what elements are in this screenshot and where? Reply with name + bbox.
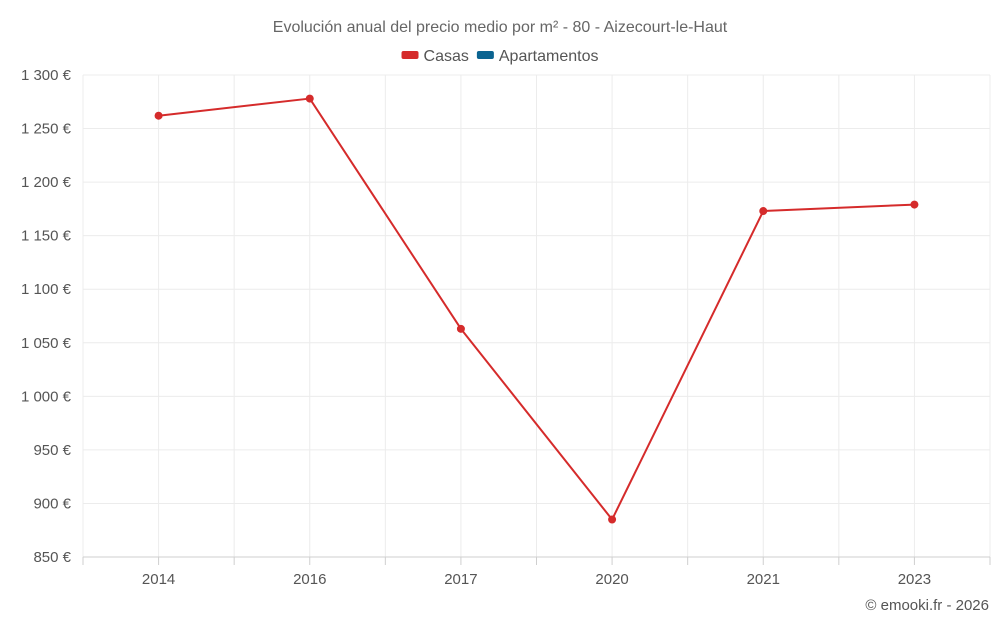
y-tick-label: 1 150 € <box>21 228 72 245</box>
legend-swatch <box>476 51 494 59</box>
data-point[interactable] <box>759 207 768 216</box>
series-line-casas <box>158 97 915 521</box>
legend-item-apartamentos[interactable]: Apartamentos <box>476 48 599 65</box>
credit-text: © emooki.fr - 2026 <box>865 597 989 614</box>
data-point[interactable] <box>456 324 465 333</box>
grid <box>82 74 991 557</box>
y-tick-label: 1 200 € <box>21 174 72 191</box>
legend-label: Apartamentos <box>499 48 599 65</box>
data-point[interactable] <box>608 515 617 524</box>
y-tick-label: 1 000 € <box>21 388 72 405</box>
y-tick-label: 900 € <box>33 495 71 512</box>
series-layer <box>154 94 919 524</box>
y-tick-label: 1 050 € <box>21 335 72 352</box>
data-point[interactable] <box>910 200 919 209</box>
x-tick-label: 2016 <box>293 571 326 588</box>
x-tick-label: 2017 <box>444 571 477 588</box>
x-tick-label: 2023 <box>898 571 931 588</box>
legend-swatch <box>401 51 419 59</box>
y-tick-label: 950 € <box>33 442 71 459</box>
y-tick-label: 1 250 € <box>21 121 72 138</box>
x-tick-label: 2021 <box>747 571 780 588</box>
x-tick-label: 2014 <box>142 571 175 588</box>
data-point[interactable] <box>154 111 163 120</box>
data-point[interactable] <box>305 94 314 103</box>
legend-item-casas[interactable]: Casas <box>401 48 469 65</box>
y-tick-label: 1 300 € <box>21 67 72 84</box>
x-tick-label: 2020 <box>595 571 628 588</box>
chart-title: Evolución anual del precio medio por m² … <box>273 19 728 36</box>
axes: 850 € 900 € 950 € 1 000 € 1 050 € 1 100 € 1 15… <box>21 67 991 588</box>
legend: Casas Apartamentos <box>401 48 599 65</box>
y-tick-label: 1 100 € <box>21 281 72 298</box>
y-tick-label: 850 € <box>33 549 71 566</box>
legend-label: Casas <box>424 48 469 65</box>
